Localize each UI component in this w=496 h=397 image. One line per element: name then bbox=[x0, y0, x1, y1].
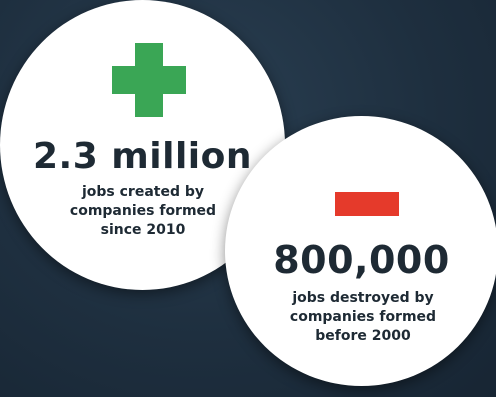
jobs-created-caption: jobs created by companies formed since 2… bbox=[48, 183, 238, 240]
caption-line: companies formed bbox=[69, 203, 217, 219]
jobs-created-circle: 2.3 million jobs created by companies fo… bbox=[0, 0, 285, 290]
jobs-created-number: 2.3 million bbox=[32, 136, 253, 177]
caption-line: since 2010 bbox=[100, 222, 186, 238]
minus-icon bbox=[335, 192, 399, 216]
plus-icon bbox=[112, 43, 186, 117]
jobs-destroyed-number: 800,000 bbox=[273, 238, 450, 282]
jobs-destroyed-circle: 800,000 jobs destroyed by companies form… bbox=[225, 116, 496, 386]
caption-line: jobs created by bbox=[81, 184, 205, 200]
caption-line: jobs destroyed by bbox=[292, 290, 434, 306]
jobs-destroyed-caption: jobs destroyed by companies formed befor… bbox=[263, 289, 463, 346]
caption-line: companies formed bbox=[289, 309, 437, 325]
caption-line: before 2000 bbox=[315, 328, 411, 344]
